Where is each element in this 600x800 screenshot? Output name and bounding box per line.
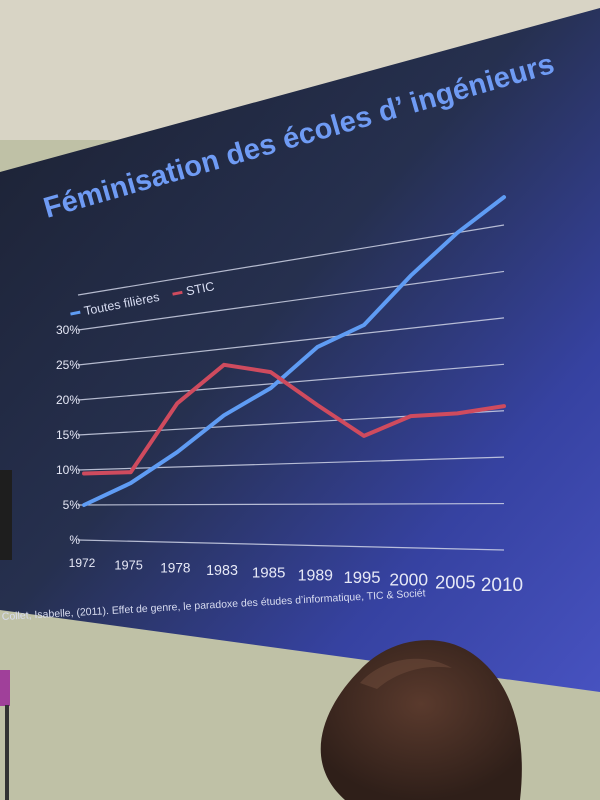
series-1-point <box>502 195 506 199</box>
gridline <box>77 456 505 471</box>
series-2-point <box>409 414 413 418</box>
x-tick-label: 2005 <box>435 572 475 592</box>
series-2-point <box>362 434 366 438</box>
series-1-point <box>82 503 86 507</box>
x-tick-label: 1995 <box>343 568 380 587</box>
series-2-point <box>269 370 273 374</box>
series-1-point <box>222 413 226 417</box>
series-1-point <box>175 450 179 454</box>
x-tick-label: 1975 <box>114 558 142 573</box>
gridline <box>77 502 505 506</box>
podium-stand <box>0 470 12 800</box>
series-2-point <box>82 472 86 475</box>
series-2-point <box>455 411 459 415</box>
series-2-point <box>315 403 319 407</box>
x-tick-label: 2010 <box>481 575 523 596</box>
series-2-point <box>129 470 133 474</box>
gridline <box>77 270 505 331</box>
series-2-point <box>222 363 226 367</box>
legend-label-series-2: STIC <box>185 279 216 298</box>
series-1-point <box>455 231 459 235</box>
x-tick-label: 2000 <box>389 570 428 590</box>
gridline <box>77 539 505 551</box>
line-chart: % 5% 10% 15% 20% 25% 30% 1972 1975 1978 1983 1985 19… <box>56 195 523 596</box>
series-2-point <box>175 401 179 405</box>
gridline <box>77 363 505 401</box>
x-tick-label: 1978 <box>160 560 190 575</box>
y-tick-label: 10% <box>56 463 80 477</box>
series-1-point <box>409 274 413 278</box>
series-line-1 <box>82 195 506 507</box>
y-tick-label: 5% <box>63 498 81 512</box>
y-tick-label: 20% <box>56 393 80 407</box>
gridline <box>77 317 505 366</box>
y-tick-label: % <box>69 533 80 547</box>
series-1-point <box>129 481 133 485</box>
gridline <box>77 224 505 296</box>
screen-panel <box>0 8 600 692</box>
y-tick-label: 15% <box>56 428 80 442</box>
x-tick-label: 1983 <box>206 563 238 579</box>
x-tick-label: 1989 <box>298 567 334 584</box>
series-2-point <box>502 404 506 408</box>
series-line-2 <box>82 362 506 476</box>
y-tick-label: 25% <box>56 358 80 372</box>
series-1-point <box>362 323 366 327</box>
y-tick-label: 30% <box>56 323 80 337</box>
x-tick-label: 1972 <box>69 556 96 570</box>
legend-swatch-series-1 <box>70 310 81 316</box>
series-1-point <box>269 386 273 390</box>
legend-swatch-series-2 <box>172 290 183 296</box>
audience-head <box>320 640 522 800</box>
series-1-point <box>315 345 319 349</box>
x-tick-label: 1985 <box>252 565 286 582</box>
